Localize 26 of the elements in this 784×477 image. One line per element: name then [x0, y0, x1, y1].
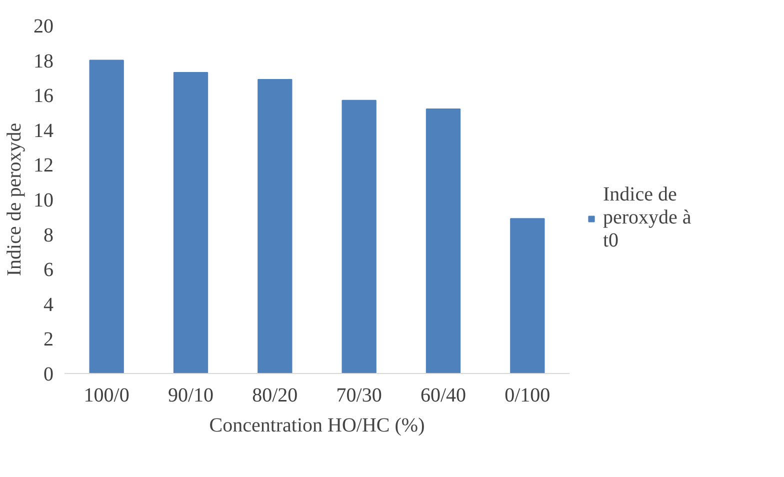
y-tick-label: 10 [34, 190, 54, 212]
bar [89, 60, 124, 374]
y-tick-label: 14 [34, 120, 54, 142]
y-tick-label: 20 [34, 16, 54, 38]
bar [510, 218, 545, 374]
x-tick-label: 80/20 [252, 384, 298, 406]
y-tick-label: 16 [34, 85, 54, 108]
legend-label: Indice de peroxyde à t0 [603, 184, 692, 252]
x-tick-label: 90/10 [168, 384, 214, 406]
x-tick-label: 100/0 [84, 384, 130, 406]
y-tick-label: 8 [44, 224, 54, 246]
bar [173, 72, 208, 374]
x-tick-label: 0/100 [504, 384, 550, 406]
bar [426, 108, 461, 374]
bar [258, 78, 292, 374]
y-tick-label: 2 [44, 328, 54, 351]
x-axis-title: Concentration HO/HC (%) [209, 414, 425, 436]
y-tick-label: 4 [44, 294, 54, 316]
x-tick-label: 60/40 [420, 384, 466, 406]
x-tick-label: 70/30 [336, 384, 382, 406]
y-tick-label: 0 [44, 364, 54, 386]
bar [342, 100, 376, 374]
y-tick-label: 6 [44, 259, 54, 282]
y-tick-label: 12 [34, 154, 54, 177]
y-axis-title: Indice de peroxyde [4, 122, 26, 276]
y-tick-label: 18 [34, 50, 54, 72]
